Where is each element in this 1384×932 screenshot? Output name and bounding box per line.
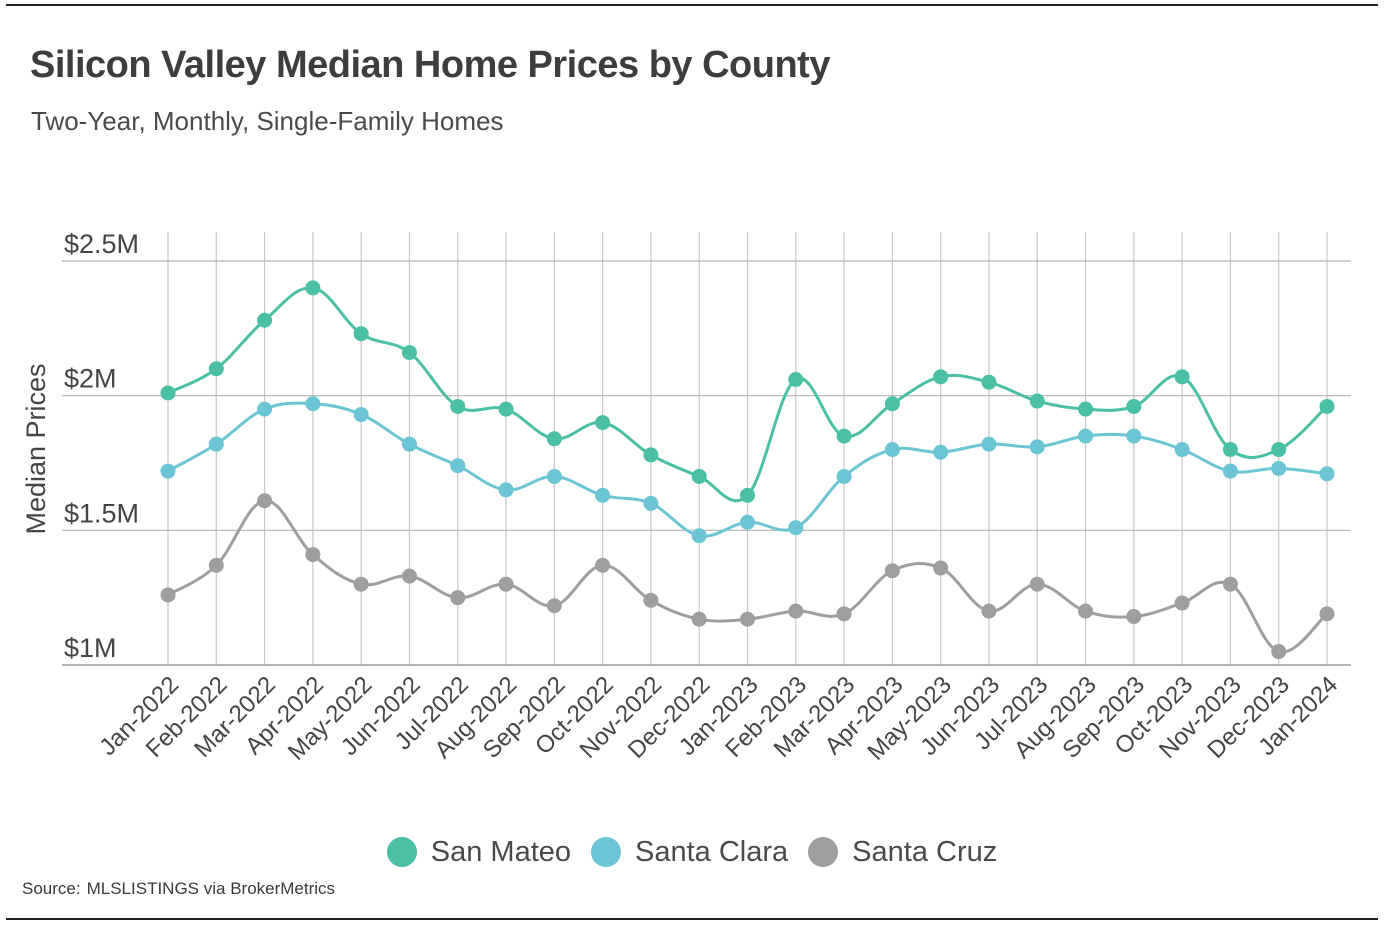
data-point-santa-clara: [691, 528, 707, 544]
data-point-san-mateo: [1078, 401, 1094, 417]
y-axis-label: Median Prices: [21, 363, 51, 534]
legend-swatch-santa-cruz: [808, 837, 839, 867]
data-point-santa-cruz: [691, 611, 707, 627]
data-point-san-mateo: [836, 428, 852, 444]
legend-swatch-san-mateo: [386, 837, 417, 867]
chart-subtitle: Two-Year, Monthly, Single-Family Homes: [31, 106, 504, 136]
data-point-santa-cruz: [546, 598, 562, 614]
data-point-santa-clara: [836, 468, 852, 484]
data-point-san-mateo: [691, 468, 707, 484]
data-point-santa-cruz: [450, 590, 466, 606]
bottom-rule: [6, 918, 1378, 920]
data-point-san-mateo: [401, 345, 417, 361]
data-point-santa-clara: [981, 436, 997, 452]
data-point-santa-clara: [257, 401, 273, 417]
data-point-santa-clara: [884, 442, 900, 458]
data-point-san-mateo: [884, 396, 900, 412]
data-point-santa-clara: [208, 436, 224, 452]
data-point-santa-cruz: [595, 557, 611, 573]
data-point-san-mateo: [208, 361, 224, 377]
data-point-santa-clara: [1319, 466, 1335, 482]
data-point-santa-clara: [1029, 439, 1045, 455]
data-point-santa-cruz: [643, 592, 659, 608]
data-point-san-mateo: [595, 415, 611, 431]
data-point-san-mateo: [353, 326, 369, 342]
data-point-san-mateo: [788, 372, 804, 388]
y-tick-label: $1.5M: [64, 498, 139, 528]
data-point-san-mateo: [257, 312, 273, 328]
data-point-santa-clara: [1271, 460, 1287, 476]
chart-legend: San Mateo Santa Clara Santa Cruz: [0, 830, 1384, 874]
y-tick-label: $2.5M: [64, 229, 139, 259]
data-point-santa-cruz: [353, 576, 369, 592]
data-point-santa-cruz: [1271, 644, 1287, 660]
y-tick-label: $2M: [64, 364, 117, 394]
data-point-santa-cruz: [257, 493, 273, 509]
legend-item-santa-cruz: Santa Cruz: [808, 836, 997, 869]
data-point-santa-cruz: [1126, 609, 1142, 625]
data-point-san-mateo: [450, 398, 466, 414]
data-point-santa-cruz: [208, 557, 224, 573]
data-point-santa-cruz: [788, 603, 804, 619]
data-point-santa-cruz: [401, 568, 417, 584]
data-point-san-mateo: [160, 385, 176, 401]
data-point-san-mateo: [1174, 369, 1190, 385]
data-point-san-mateo: [498, 401, 514, 417]
source-prefix: Source:: [22, 879, 81, 898]
data-point-san-mateo: [1029, 393, 1045, 409]
data-point-san-mateo: [981, 374, 997, 390]
data-point-santa-clara: [546, 468, 562, 484]
data-point-santa-clara: [1222, 463, 1238, 479]
data-point-santa-clara: [643, 495, 659, 511]
data-point-san-mateo: [1319, 398, 1335, 414]
data-point-santa-cruz: [1029, 576, 1045, 592]
data-point-santa-clara: [450, 458, 466, 474]
legend-swatch-santa-clara: [591, 837, 622, 867]
data-point-santa-cruz: [160, 587, 176, 603]
data-point-santa-clara: [160, 463, 176, 479]
data-point-santa-clara: [1078, 428, 1094, 444]
data-point-santa-clara: [1126, 428, 1142, 444]
data-point-santa-clara: [401, 436, 417, 452]
data-point-santa-clara: [305, 396, 321, 412]
data-point-santa-clara: [933, 444, 949, 460]
data-point-san-mateo: [305, 280, 321, 296]
data-point-santa-clara: [353, 407, 369, 423]
chart-title: Silicon Valley Median Home Prices by Cou…: [30, 44, 830, 86]
legend-label-santa-clara: Santa Clara: [635, 835, 789, 868]
data-point-santa-clara: [498, 482, 514, 498]
data-point-santa-cruz: [1078, 603, 1094, 619]
data-point-santa-clara: [1174, 442, 1190, 458]
data-point-san-mateo: [546, 431, 562, 447]
data-point-santa-cruz: [305, 547, 321, 563]
data-point-san-mateo: [643, 447, 659, 463]
data-point-santa-cruz: [836, 606, 852, 622]
data-point-santa-cruz: [981, 603, 997, 619]
data-point-santa-cruz: [1222, 576, 1238, 592]
legend-item-san-mateo: San Mateo: [386, 835, 572, 869]
data-point-santa-clara: [740, 514, 755, 530]
data-point-santa-cruz: [1319, 606, 1335, 622]
data-point-san-mateo: [740, 487, 755, 503]
legend-label-santa-cruz: Santa Cruz: [852, 835, 998, 868]
top-rule: [6, 4, 1378, 6]
source-note: Source: MLSLISTINGS via BrokerMetrics: [22, 879, 335, 899]
legend-label-san-mateo: San Mateo: [430, 835, 572, 868]
data-point-santa-cruz: [740, 611, 755, 627]
data-point-santa-clara: [788, 520, 804, 536]
data-point-san-mateo: [1126, 398, 1142, 414]
data-point-san-mateo: [1271, 442, 1287, 458]
y-tick-label: $1M: [64, 633, 117, 663]
data-point-santa-cruz: [1174, 595, 1190, 611]
data-point-santa-cruz: [884, 563, 900, 579]
data-point-san-mateo: [933, 369, 949, 385]
data-point-santa-cruz: [933, 560, 949, 576]
data-point-san-mateo: [1222, 442, 1238, 458]
legend-item-santa-clara: Santa Clara: [591, 836, 788, 869]
source-text: MLSLISTINGS via BrokerMetrics: [86, 879, 336, 898]
data-point-santa-clara: [595, 487, 611, 503]
data-point-santa-cruz: [498, 576, 514, 592]
